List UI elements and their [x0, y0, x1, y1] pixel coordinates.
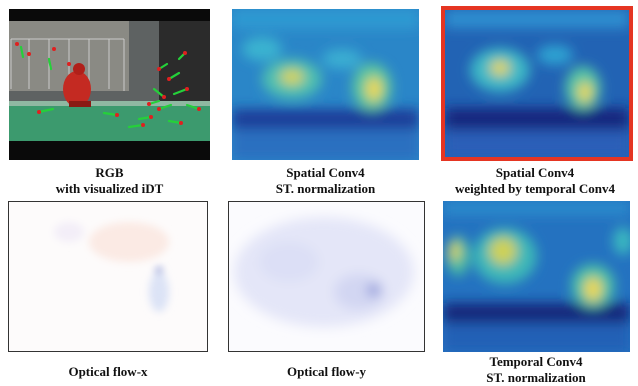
caption-optical-flow-x: Optical flow-x — [8, 364, 208, 380]
rgb-idt-panel — [9, 9, 210, 160]
caption-optical-flow-y: Optical flow-y — [228, 364, 425, 380]
caption-line: ST. normalization — [486, 370, 586, 385]
caption-line: Spatial Conv4 — [286, 165, 365, 180]
spatial-weighted-heatmap — [441, 6, 633, 161]
caption-line: weighted by temporal Conv4 — [455, 181, 615, 196]
caption-line: Spatial Conv4 — [495, 165, 575, 180]
caption-line: Optical flow-y — [286, 364, 367, 379]
caption-spatial-conv4: Spatial Conv4 ST. normalization — [222, 165, 429, 197]
optical-flow-y-panel — [228, 201, 425, 352]
caption-spatial-weighted: Spatial Conv4 weighted by temporal Conv4 — [432, 165, 638, 197]
caption-line: with visualized iDT — [55, 181, 164, 196]
caption-rgb: RGB with visualized iDT — [9, 165, 210, 197]
spatial-conv4-heatmap — [232, 9, 419, 160]
caption-line: ST. normalization — [275, 181, 376, 196]
temporal-conv4-heatmap — [443, 201, 630, 352]
caption-temporal-conv4: Temporal Conv4 ST. normalization — [436, 354, 636, 386]
optical-flow-x-panel — [8, 201, 208, 352]
caption-line: Temporal Conv4 — [489, 354, 583, 369]
caption-line: RGB — [95, 165, 124, 180]
caption-line: Optical flow-x — [68, 364, 148, 379]
